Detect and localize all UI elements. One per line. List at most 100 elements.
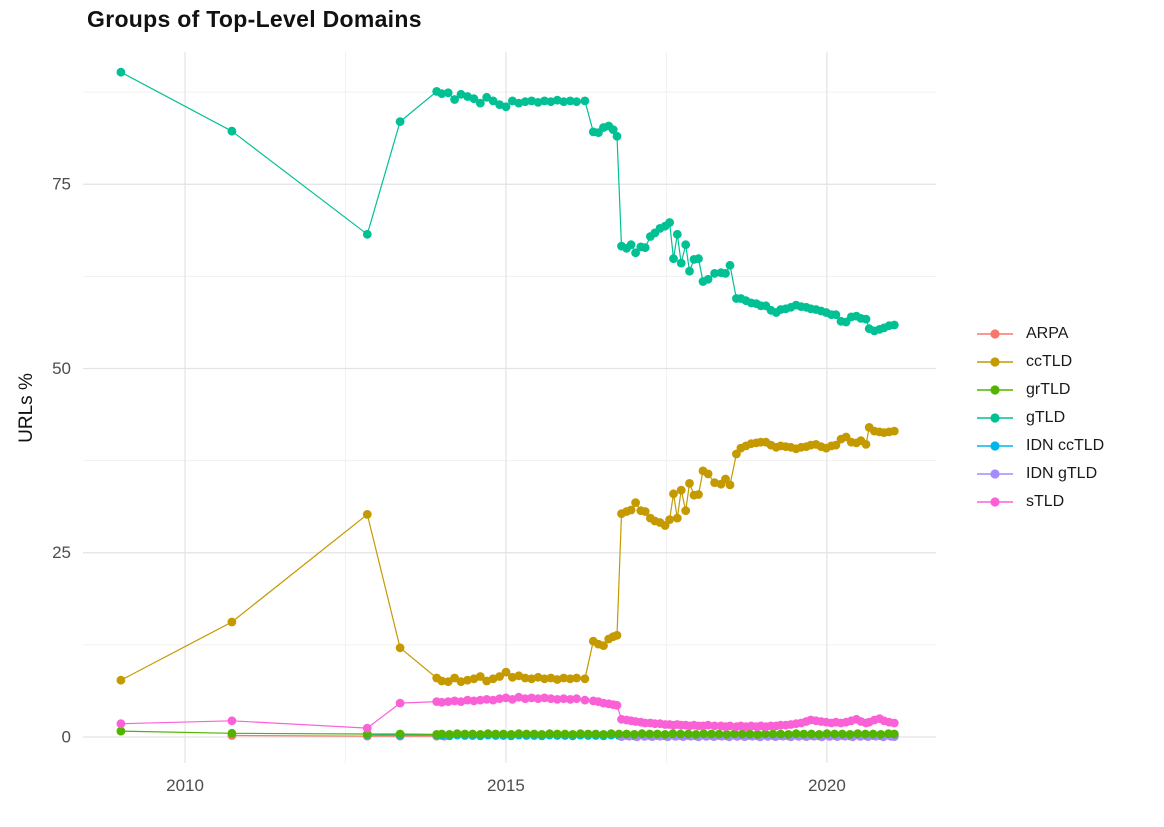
data-point-grtld bbox=[437, 729, 447, 739]
data-point-gtld bbox=[565, 96, 575, 106]
data-point-grtld bbox=[814, 730, 824, 739]
data-point-cctld bbox=[572, 673, 581, 683]
data-point-grtld bbox=[660, 730, 670, 739]
legend-item-idn-gtld: IDN gTLD bbox=[976, 460, 1104, 488]
data-point-grtld bbox=[676, 729, 685, 739]
data-point-cctld bbox=[227, 617, 237, 627]
data-point-cctld bbox=[831, 440, 841, 450]
data-point-gtld bbox=[626, 240, 636, 250]
legend-label-arpa: ARPA bbox=[1026, 325, 1069, 342]
data-point-gtld bbox=[665, 218, 674, 227]
data-point-cctld bbox=[665, 515, 674, 524]
data-point-grtld bbox=[861, 729, 870, 739]
data-point-gtld bbox=[443, 88, 453, 98]
data-point-cctld bbox=[672, 513, 682, 523]
data-point-grtld bbox=[737, 729, 747, 739]
data-point-cctld bbox=[443, 677, 453, 687]
data-point-gtld bbox=[681, 240, 691, 250]
data-point-grtld bbox=[552, 729, 562, 739]
data-point-grtld bbox=[653, 729, 662, 739]
data-point-cctld bbox=[861, 440, 871, 449]
data-point-grtld bbox=[468, 729, 477, 739]
data-point-grtld bbox=[753, 730, 762, 739]
data-point-stld bbox=[533, 694, 543, 704]
data-point-cctld bbox=[475, 672, 485, 681]
data-point-grtld bbox=[445, 730, 454, 739]
data-point-grtld bbox=[784, 730, 793, 739]
data-point-grtld bbox=[722, 730, 732, 739]
data-point-gtld bbox=[227, 126, 237, 136]
data-point-grtld bbox=[560, 729, 570, 739]
series-arpa bbox=[227, 731, 449, 741]
data-point-gtld bbox=[475, 98, 485, 108]
data-point-stld bbox=[725, 721, 735, 731]
data-point-stld bbox=[475, 695, 485, 705]
data-point-stld bbox=[559, 694, 569, 704]
data-point-grtld bbox=[645, 729, 655, 739]
data-point-grtld bbox=[506, 730, 516, 739]
data-point-stld bbox=[565, 695, 575, 704]
data-point-grtld bbox=[629, 730, 639, 739]
data-point-gtld bbox=[437, 89, 447, 98]
data-point-stld bbox=[612, 700, 622, 710]
data-point-grtld bbox=[791, 729, 801, 739]
major-gridlines bbox=[83, 52, 936, 763]
data-point-grtld bbox=[776, 729, 786, 739]
legend-item-cctld: ccTLD bbox=[976, 348, 1104, 376]
x-axis-tick-label: 2015 bbox=[487, 776, 525, 795]
legend-label-cctld: ccTLD bbox=[1026, 353, 1073, 370]
data-point-stld bbox=[520, 694, 530, 704]
data-point-gtld bbox=[703, 274, 713, 284]
data-point-grtld bbox=[483, 729, 493, 739]
data-point-stld bbox=[437, 697, 447, 707]
data-point-gtld bbox=[889, 320, 899, 330]
data-point-stld bbox=[527, 693, 536, 703]
x-axis-tick-label: 2020 bbox=[808, 776, 846, 795]
data-point-stld bbox=[443, 697, 453, 706]
data-point-grtld bbox=[591, 729, 601, 739]
data-point-stld bbox=[395, 698, 405, 708]
legend: ARPA ccTLD grTLD gTLD IDN ccTLD IDN gTLD sTLD bbox=[976, 320, 1104, 516]
legend-item-arpa: ARPA bbox=[976, 320, 1104, 348]
data-point-gtld bbox=[501, 102, 511, 112]
legend-item-gtld: gTLD bbox=[976, 404, 1104, 432]
data-point-cctld bbox=[669, 489, 678, 499]
data-point-stld bbox=[116, 719, 126, 729]
data-point-grtld bbox=[807, 729, 816, 739]
data-point-grtld bbox=[568, 730, 578, 739]
legend-item-stld: sTLD bbox=[976, 488, 1104, 516]
data-point-stld bbox=[889, 718, 899, 728]
data-point-gtld bbox=[672, 229, 682, 239]
data-point-cctld bbox=[501, 667, 511, 677]
series-gtld bbox=[116, 67, 899, 336]
data-point-gtld bbox=[608, 125, 618, 135]
series-grtld bbox=[116, 726, 899, 739]
data-point-gtld bbox=[572, 97, 581, 107]
legend-key-arpa-icon bbox=[977, 329, 1013, 339]
data-point-grtld bbox=[545, 729, 554, 739]
legend-label-stld: sTLD bbox=[1026, 493, 1065, 510]
data-point-gtld bbox=[694, 254, 703, 264]
data-point-cctld bbox=[580, 674, 590, 684]
data-point-stld bbox=[469, 696, 479, 706]
data-point-cctld bbox=[540, 674, 549, 684]
axis-tick-labels: 2010 2015 2020 0 25 50 75 bbox=[52, 175, 846, 795]
data-point-stld bbox=[572, 694, 581, 704]
legend-key-stld-icon bbox=[977, 497, 1013, 507]
chart-title: Groups of Top-Level Domains bbox=[87, 6, 422, 32]
series-line-gtld bbox=[120, 71, 895, 332]
data-point-grtld bbox=[576, 729, 585, 739]
data-point-gtld bbox=[488, 96, 498, 106]
y-axis-tick-label: 50 bbox=[52, 359, 71, 378]
minor-gridlines bbox=[83, 52, 936, 763]
data-point-cctld bbox=[725, 480, 735, 490]
legend-key-grtld-icon bbox=[977, 385, 1013, 395]
data-point-cctld bbox=[599, 641, 608, 650]
data-point-grtld bbox=[889, 729, 899, 739]
legend-label-grtld: grTLD bbox=[1026, 381, 1071, 398]
data-point-gtld bbox=[580, 96, 590, 106]
data-point-stld bbox=[450, 696, 459, 706]
data-point-grtld bbox=[622, 729, 631, 739]
